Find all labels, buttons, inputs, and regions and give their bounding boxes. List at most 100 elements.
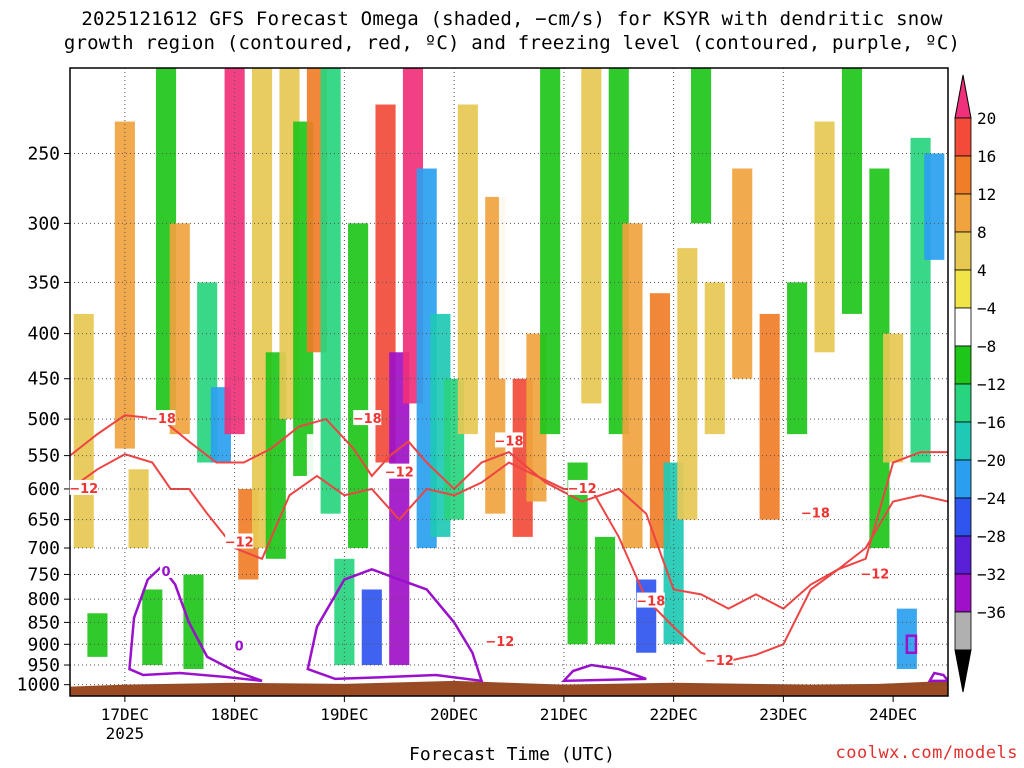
colorbar-label: −8	[977, 337, 996, 356]
contour-label: −12	[485, 635, 514, 650]
omega-cell	[636, 579, 657, 653]
x-year-label: 2025	[106, 724, 145, 743]
x-tick-label: 24DEC	[869, 705, 917, 724]
omega-cell	[320, 68, 341, 514]
chart-title-line2: growth region (contoured, red, ºC) and f…	[63, 32, 961, 54]
contour-label-bg	[233, 637, 246, 653]
colorbar-bottom-arrow	[954, 649, 972, 693]
omega-cell	[732, 168, 753, 379]
y-tick-label: 1000	[17, 675, 60, 696]
y-tick-label: 450	[27, 369, 60, 390]
surface-terrain	[70, 680, 948, 696]
x-tick-label: 23DEC	[759, 705, 807, 724]
colorbar-box	[954, 535, 972, 575]
y-tick-label: 500	[27, 409, 60, 430]
contour-label: 0	[235, 639, 244, 654]
colorbar-box	[954, 421, 972, 461]
y-tick-label: 800	[27, 589, 60, 610]
contour-label-bg	[225, 533, 254, 549]
y-tick-label: 400	[27, 324, 60, 345]
contour-label: −18	[495, 434, 524, 449]
contour-label-bg	[69, 479, 98, 495]
contour-label-bg	[353, 410, 382, 426]
x-tick-label: 22DEC	[650, 705, 698, 724]
x-tick-label: 21DEC	[540, 705, 588, 724]
plot-frame	[69, 67, 949, 697]
omega-cell	[787, 282, 808, 435]
y-tick-label: 750	[27, 564, 60, 585]
dgz-contour-minus12	[70, 451, 948, 662]
dgz-contour-minus18	[70, 414, 948, 610]
colorbar-box	[954, 611, 972, 651]
freezing-level-contour	[905, 634, 918, 654]
x-tick-label: 17DEC	[101, 705, 149, 724]
omega-cell	[759, 313, 780, 520]
y-tick-label: 950	[27, 655, 60, 676]
omega-cell	[169, 223, 190, 435]
omega-cell	[128, 469, 149, 549]
colorbar-label: −4	[977, 299, 996, 318]
omega-cell	[704, 282, 725, 435]
omega-cell	[224, 68, 245, 435]
colorbar-box	[954, 269, 972, 309]
site-credit: coolwx.com/models	[835, 743, 1018, 763]
omega-cell	[622, 223, 643, 549]
y-tick-label: 850	[27, 612, 60, 633]
contour-label: 0	[162, 565, 171, 580]
y-tick-label: 250	[27, 143, 60, 164]
omega-cell	[498, 68, 520, 379]
colorbar-box	[954, 345, 972, 385]
contour-label-bg	[636, 592, 665, 608]
contour-label-bg	[568, 479, 597, 495]
freezing-level-contour	[560, 663, 647, 683]
contour-label: −18	[801, 507, 830, 522]
omega-cell	[691, 68, 712, 224]
y-tick-label: 700	[27, 538, 60, 559]
colorbar-box	[954, 573, 972, 613]
contour-label: −12	[385, 466, 414, 481]
y-tick-label: 300	[27, 213, 60, 234]
colorbar-label: −16	[977, 413, 1006, 432]
colorbar-label: −20	[977, 451, 1006, 470]
omega-cell	[457, 104, 478, 435]
omega-cell	[581, 68, 602, 404]
contour-label: −12	[69, 482, 98, 497]
colorbar-box	[954, 459, 972, 499]
colorbar-label: −28	[977, 527, 1006, 546]
omega-cell	[540, 68, 561, 435]
omega-cell	[814, 121, 835, 353]
contour-label-bg	[801, 504, 830, 520]
colorbar-box	[954, 497, 972, 537]
freezing-level-contour	[927, 671, 948, 683]
colorbar-label: 12	[977, 185, 996, 204]
contour-label-bg	[385, 463, 414, 479]
x-tick-label: 20DEC	[430, 705, 478, 724]
colorbar-box	[954, 117, 972, 157]
freezing-level-contour	[128, 564, 263, 683]
omega-cell	[924, 153, 945, 260]
contour-label-bg	[160, 562, 173, 578]
omega-cell	[389, 352, 410, 666]
x-tick-label: 19DEC	[320, 705, 368, 724]
colorbar-label: 8	[977, 223, 987, 242]
x-tick-label: 18DEC	[211, 705, 259, 724]
omega-cell	[348, 223, 369, 549]
contour-label-bg	[860, 565, 889, 581]
y-tick-label: 550	[27, 446, 60, 467]
colorbar-label: −12	[977, 375, 1006, 394]
omega-cell	[883, 333, 904, 463]
omega-cell	[87, 613, 108, 657]
contour-label-bg	[495, 432, 523, 448]
colorbar-box	[954, 193, 972, 233]
contour-label: −18	[353, 412, 382, 427]
colorbar-box	[954, 231, 972, 271]
colorbar-box	[954, 307, 972, 347]
omega-cell	[361, 589, 382, 666]
contour-label-bg	[147, 410, 176, 426]
colorbar-box	[954, 383, 972, 423]
omega-cell	[841, 68, 863, 314]
omega-cell	[594, 536, 616, 645]
x-axis-title: Forecast Time (UTC)	[409, 744, 615, 765]
colorbar-label: −36	[977, 603, 1006, 622]
